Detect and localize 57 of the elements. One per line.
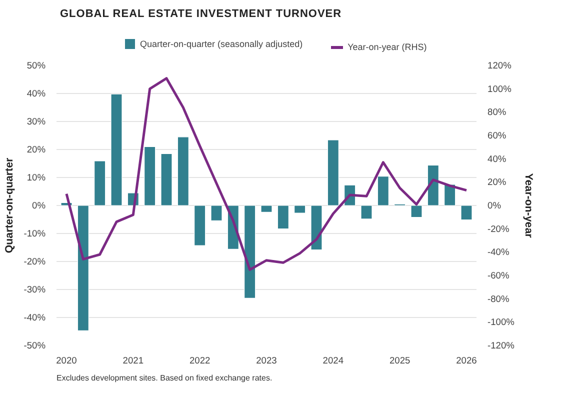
bar: [260, 205, 272, 213]
legend-label: Year-on-year (RHS): [348, 41, 427, 54]
bar: [244, 205, 256, 298]
y2-tick-label: -20%: [488, 224, 510, 234]
bar: [377, 176, 389, 206]
y2-tick-label: 80%: [488, 107, 506, 118]
y-tick-label: -20%: [24, 256, 46, 266]
y2-tick-label: 40%: [488, 154, 506, 164]
y-tick-label: 30%: [26, 116, 46, 126]
y-tick-label: 20%: [26, 144, 46, 154]
chart-title: GLOBAL REAL ESTATE INVESTMENT TURNOVER: [59, 7, 342, 22]
y2-tick-label: 20%: [488, 177, 506, 188]
x-tick-label: 2022: [189, 356, 210, 366]
bar: [277, 205, 289, 230]
bar: [77, 205, 89, 331]
y-tick-label: -30%: [24, 284, 46, 294]
y-tick-label: -10%: [24, 228, 46, 238]
bar: [294, 205, 306, 214]
legend-label: Quarter-on-quarter (seasonally adjusted): [140, 38, 303, 50]
bar: [327, 140, 339, 206]
y2-tick-label: -80%: [488, 294, 510, 304]
bar: [427, 164, 439, 206]
y-tick-label: 40%: [26, 88, 46, 98]
y2-tick-label: -60%: [488, 270, 510, 280]
y-tick-label: 10%: [26, 172, 46, 182]
y-tick-label: -40%: [24, 312, 46, 322]
y-tick-label: 0%: [32, 200, 46, 210]
x-tick-label: 2020: [56, 356, 77, 366]
bar: [144, 146, 156, 206]
line-series: [65, 77, 468, 271]
text: Excludes development sites. Based on fixed exchange rates.: [56, 374, 272, 382]
bar: [410, 205, 422, 218]
y2-tick-label: 100%: [488, 84, 512, 94]
y-tick-label: 50%: [26, 60, 46, 70]
x-tick-label: 2021: [122, 356, 144, 366]
x-tick-label: 2025: [389, 356, 410, 366]
y-tick-label: -50%: [24, 340, 46, 350]
bar: [94, 160, 106, 206]
bar: [160, 153, 172, 206]
y2-tick-label: 0%: [488, 200, 501, 210]
bar: [177, 136, 189, 206]
x-tick-label: 2023: [256, 356, 277, 366]
bar: [194, 205, 206, 246]
y2-axis-title: Year-on-year: [522, 173, 534, 238]
bar: [310, 205, 322, 250]
x-tick-label: 2026: [456, 356, 477, 366]
bar: [110, 94, 122, 206]
y2-tick-label: 120%: [488, 60, 512, 70]
y2-tick-label: -120%: [488, 340, 514, 350]
bar: [360, 205, 372, 220]
bar: [210, 205, 222, 221]
y2-tick-label: 60%: [488, 130, 506, 140]
y2-tick-label: -100%: [488, 317, 514, 328]
x-tick-label: 2024: [322, 356, 344, 366]
y2-tick-label: -40%: [488, 247, 510, 258]
bar: [460, 205, 472, 220]
y-axis-title: Quarter-on-quarter: [4, 158, 16, 254]
